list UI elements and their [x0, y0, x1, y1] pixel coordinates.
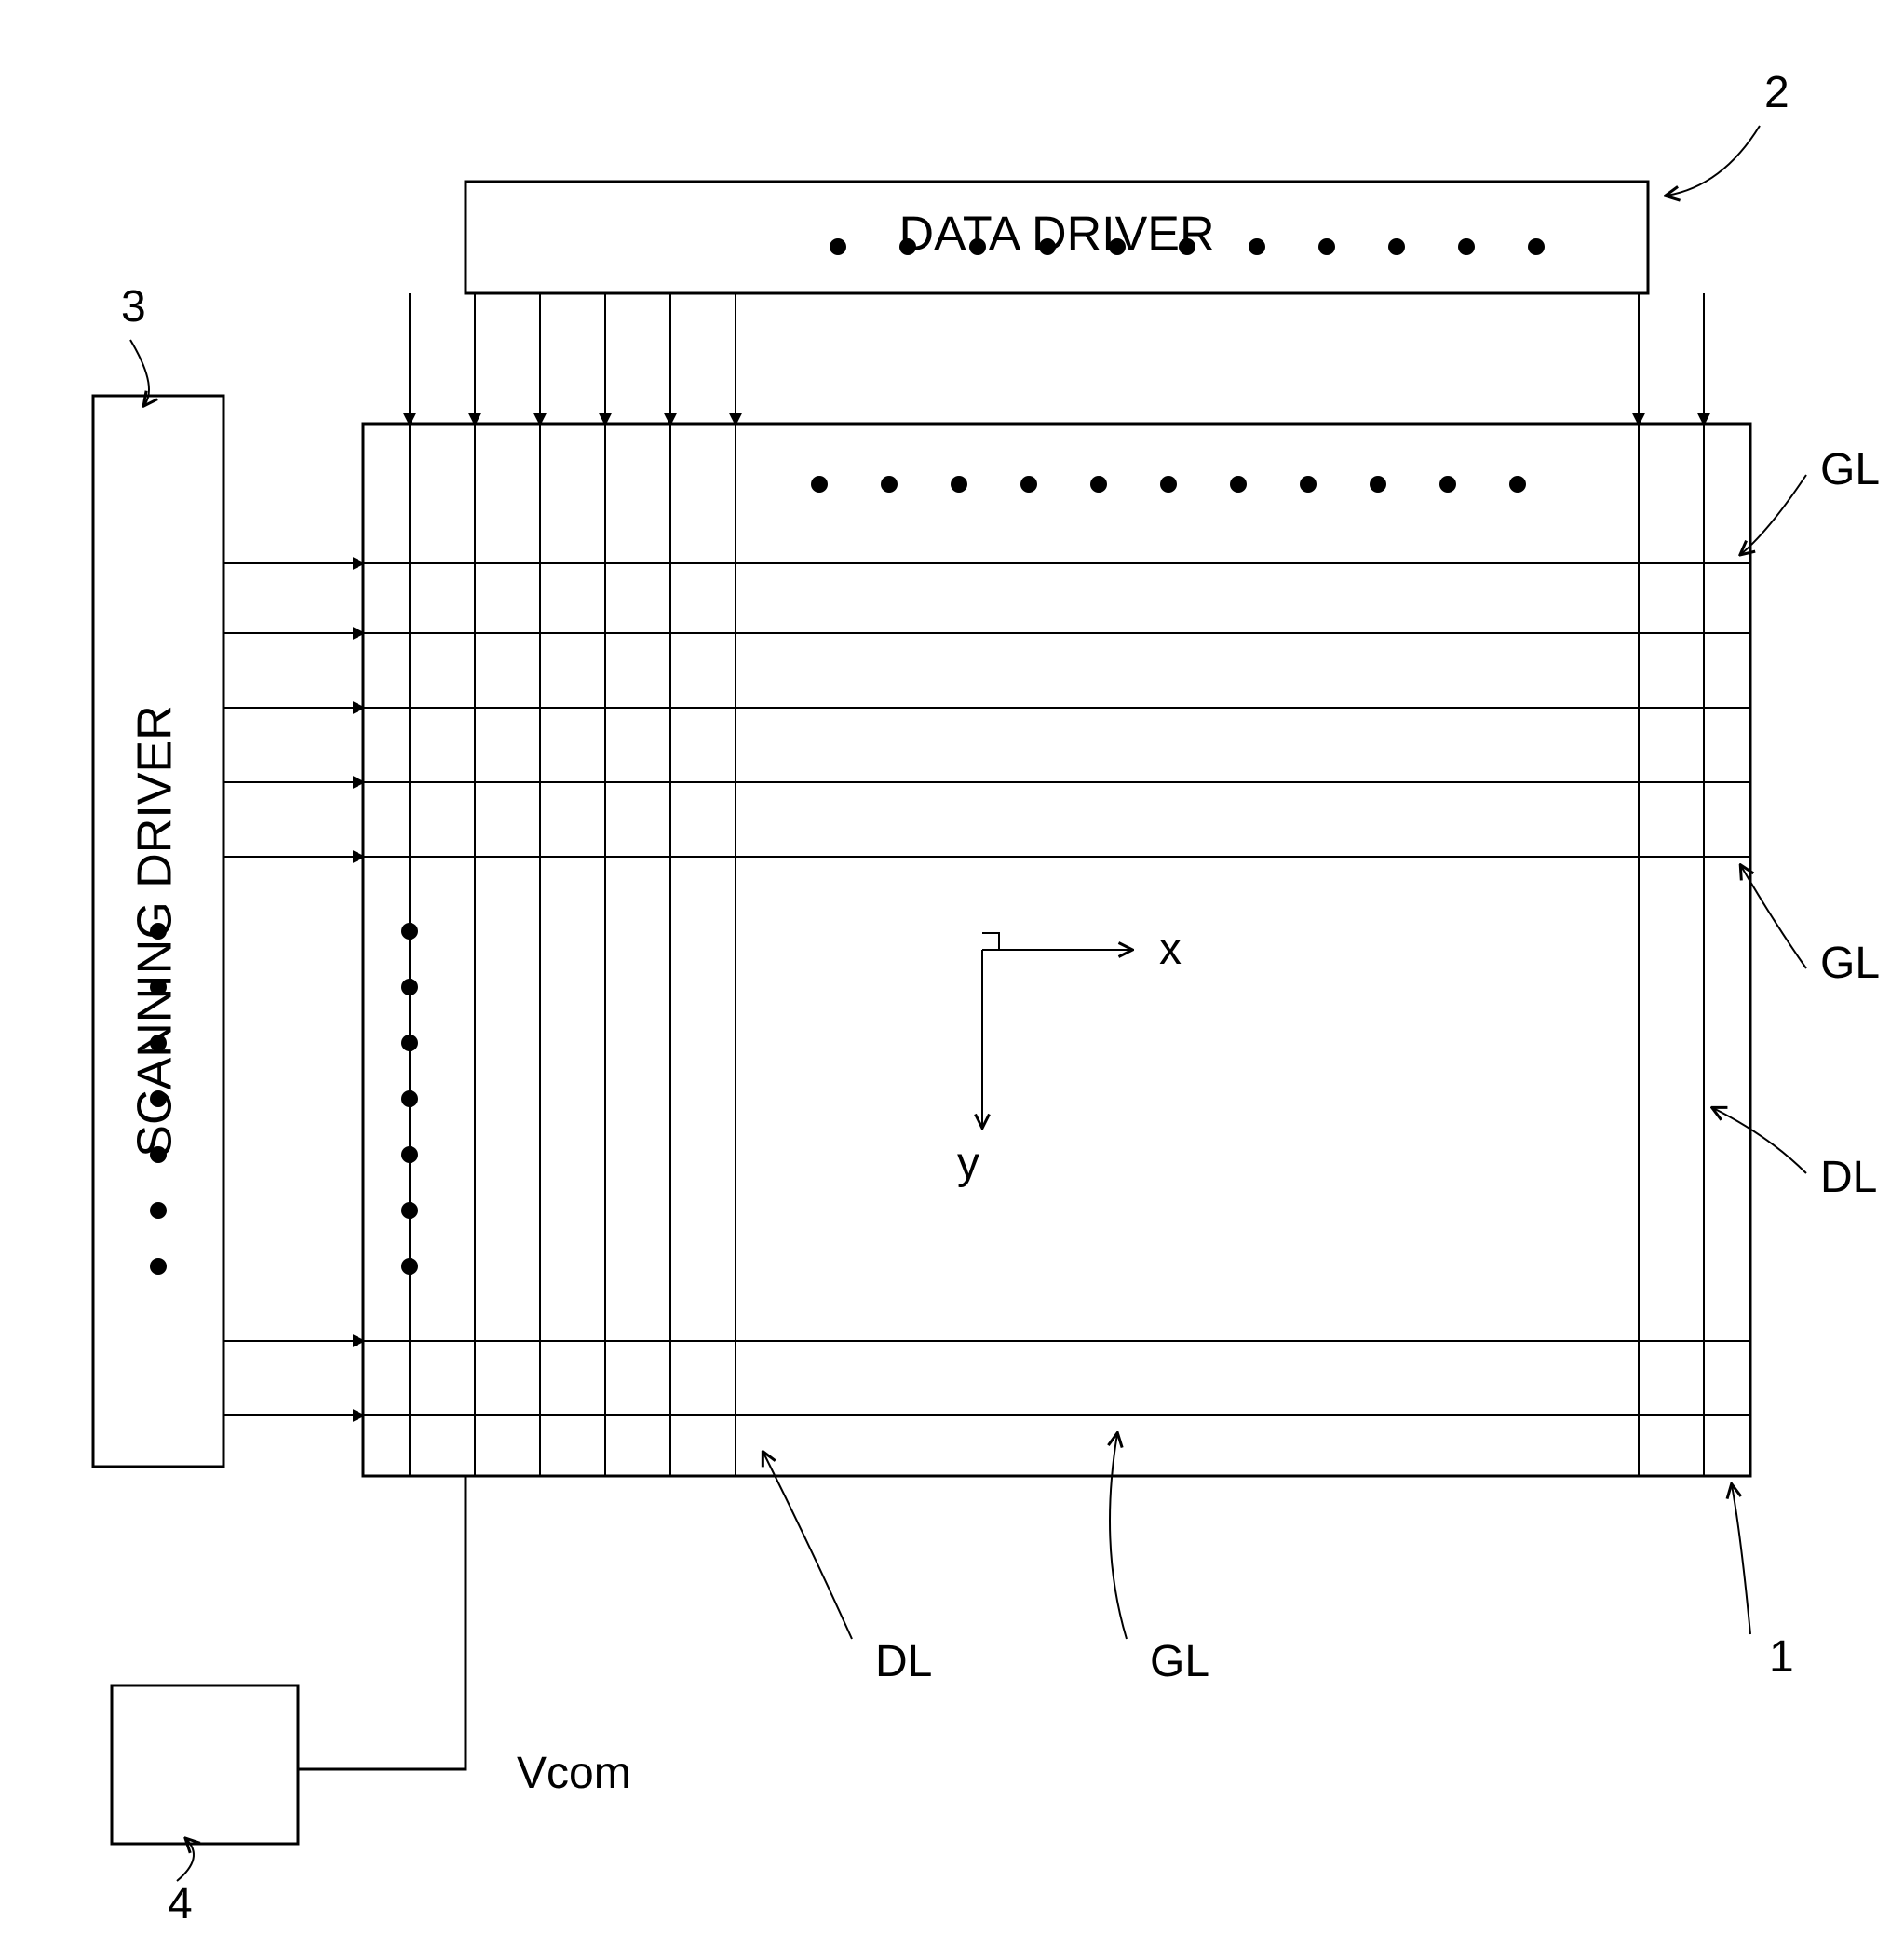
ellipsis-dot: [401, 1090, 418, 1107]
ellipsis-dot: [1439, 476, 1456, 493]
callout-label-cGL_top: GL: [1820, 445, 1880, 494]
ellipsis-dot: [401, 1146, 418, 1163]
ellipsis-dot: [401, 1202, 418, 1219]
ellipsis-dot: [401, 1035, 418, 1051]
vcom-source-box: [112, 1685, 298, 1844]
ellipsis-dot: [1509, 476, 1526, 493]
ellipsis-dot: [1458, 238, 1475, 255]
ellipsis-dot: [1039, 238, 1056, 255]
vcom-line: [298, 1476, 466, 1769]
ellipsis-dot: [1528, 238, 1545, 255]
ellipsis-dot: [811, 476, 828, 493]
ellipsis-dot: [1090, 476, 1107, 493]
ellipsis-dot: [401, 979, 418, 995]
ellipsis-dot: [150, 1035, 167, 1051]
callout-label-cDL_bot: DL: [875, 1637, 932, 1686]
callout-label-cDL_right: DL: [1820, 1153, 1877, 1202]
callout-leader: [1713, 1108, 1806, 1173]
ellipsis-dot: [150, 1146, 167, 1163]
ellipsis-dot: [150, 1090, 167, 1107]
ellipsis-dot: [830, 238, 846, 255]
ellipsis-dot: [150, 979, 167, 995]
callout-leader: [763, 1453, 852, 1639]
callout-leader: [1732, 1485, 1750, 1634]
ellipsis-dot: [401, 923, 418, 940]
ellipsis-dot: [150, 923, 167, 940]
ellipsis-dot: [1160, 476, 1177, 493]
vcom-label: Vcom: [517, 1749, 631, 1798]
y-axis-label: y: [957, 1139, 979, 1188]
ellipsis-dot: [150, 1258, 167, 1275]
callout-leader: [177, 1839, 194, 1881]
callout-label-c1: 1: [1769, 1632, 1794, 1682]
ellipsis-dot: [1300, 476, 1317, 493]
x-axis-label: x: [1159, 925, 1182, 974]
ellipsis-dot: [1109, 238, 1126, 255]
data-driver-label: DATA DRIVER: [898, 208, 1214, 262]
ellipsis-dot: [1179, 238, 1195, 255]
ellipsis-dot: [1249, 238, 1265, 255]
callout-label-c3: 3: [121, 282, 146, 332]
ellipsis-dot: [401, 1258, 418, 1275]
ellipsis-dot: [1020, 476, 1037, 493]
callout-leader: [1110, 1434, 1127, 1639]
callout-leader: [1667, 126, 1760, 196]
callout-label-cGL_mid: GL: [1820, 939, 1880, 988]
callout-label-c2: 2: [1764, 68, 1789, 117]
ellipsis-dot: [1388, 238, 1405, 255]
ellipsis-dot: [150, 1202, 167, 1219]
ellipsis-dot: [1370, 476, 1386, 493]
ellipsis-dot: [969, 238, 986, 255]
ellipsis-dot: [1318, 238, 1335, 255]
ellipsis-dot: [881, 476, 898, 493]
callout-label-c4: 4: [168, 1879, 193, 1928]
ellipsis-dot: [899, 238, 916, 255]
ellipsis-dot: [1230, 476, 1247, 493]
axis-right-angle: [982, 933, 999, 950]
ellipsis-dot: [951, 476, 967, 493]
callout-label-cGL_bot: GL: [1150, 1637, 1209, 1686]
